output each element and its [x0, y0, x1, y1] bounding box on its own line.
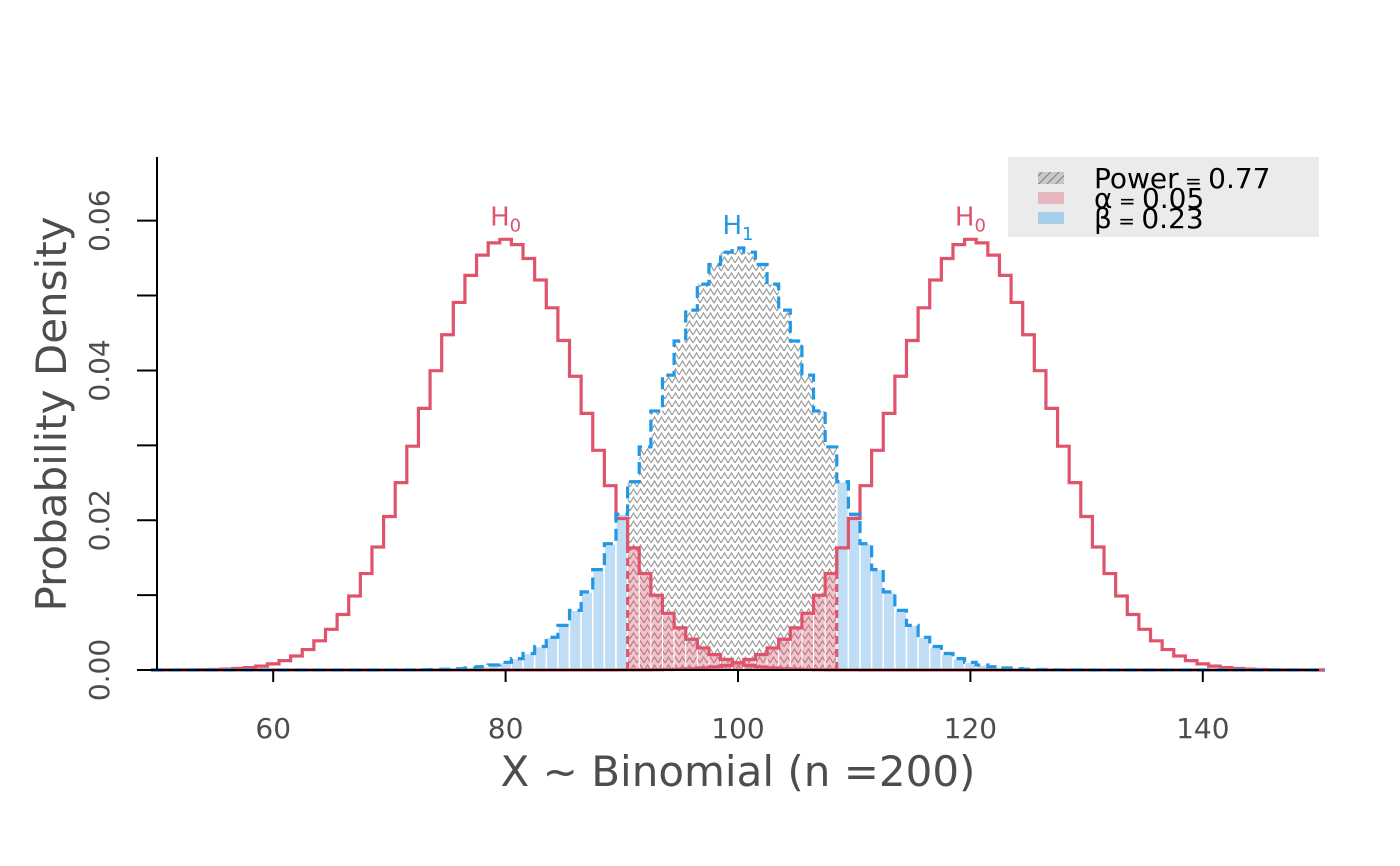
beta-bar [940, 652, 954, 671]
legend: Power = 0.77α = 0.05β = 0.23 [1008, 157, 1319, 237]
beta-bar [533, 645, 548, 671]
y-axis-ticks: 0.00 0.02 0.04 0.06 [83, 189, 157, 701]
power-bar [662, 375, 675, 670]
alpha-bar [801, 612, 815, 671]
beta-bar [952, 657, 966, 671]
alpha-bar [778, 638, 791, 671]
power-bar [720, 252, 733, 670]
y-tick-label: 0.00 [83, 639, 116, 701]
beta-bar [870, 568, 885, 671]
x-tick-label: 100 [711, 712, 764, 745]
beta-bar [568, 609, 582, 671]
power-bar [755, 264, 768, 670]
alpha-bar [627, 547, 640, 671]
beta-bar [603, 542, 617, 671]
beta-bar [847, 513, 861, 671]
power-bar [732, 248, 744, 670]
power-bar [813, 410, 826, 670]
y-tick-label: 0.04 [83, 339, 116, 401]
beta-bar [545, 636, 559, 671]
x-axis-ticks: 60 80 100 120 140 [255, 670, 1230, 745]
power-bar [825, 446, 837, 670]
power-bar [627, 481, 640, 670]
alpha-bar [789, 627, 803, 671]
power-bar [639, 446, 651, 670]
beta-bar [592, 568, 606, 671]
beta-bar [580, 591, 594, 671]
power-bar [697, 284, 709, 670]
power-bar [650, 410, 663, 670]
curve-label: H1 [722, 211, 753, 245]
beta-bar [510, 657, 524, 671]
curve-label: H0 [490, 202, 521, 236]
legend-entry: α = 0.05 [1094, 182, 1204, 215]
beta-bar [859, 542, 873, 671]
alpha-bar [661, 612, 675, 671]
power-bar [674, 340, 686, 670]
curve-label: H0 [955, 202, 986, 236]
beta-bar [928, 645, 943, 671]
beta-bar [894, 609, 908, 671]
power-bar [778, 310, 791, 670]
power-bar [767, 284, 779, 670]
y-tick-label: 0.06 [83, 189, 116, 251]
alpha-bar [813, 594, 826, 671]
beta-bar [522, 652, 536, 671]
beta-bar [882, 591, 896, 671]
x-axis-title: X ~ Binomial (n =200) [501, 747, 976, 796]
axes: 60 80 100 120 140 0.00 0.02 0.04 0.06 [83, 157, 1319, 745]
legend-entry: Power = 0.77 [1094, 162, 1270, 195]
x-tick-label: 140 [1176, 712, 1229, 745]
y-tick-label: 0.02 [83, 489, 116, 551]
legend-entry: β = 0.23 [1094, 202, 1204, 235]
beta-bar [615, 513, 629, 671]
alpha-bar [650, 594, 663, 671]
legend-swatch [1038, 212, 1064, 224]
y-axis-title: Probability Density [27, 216, 76, 611]
legend-background [1008, 157, 1319, 237]
alpha-bar [824, 573, 838, 671]
power-bar [790, 340, 802, 670]
alpha-bar [638, 573, 652, 671]
power-bar [801, 375, 814, 670]
alpha-bar [673, 627, 687, 671]
distribution-fills [417, 248, 1059, 671]
alpha-bar [685, 638, 698, 671]
x-tick-label: 80 [488, 712, 524, 745]
beta-bar [836, 480, 850, 671]
power-bar [743, 252, 756, 670]
beta-bar [917, 636, 931, 671]
legend-swatch [1038, 192, 1064, 204]
beta-bar [557, 624, 571, 671]
x-tick-label: 60 [255, 712, 291, 745]
legend-swatch [1038, 172, 1064, 184]
beta-bar [905, 624, 919, 671]
power-bar [685, 310, 698, 670]
x-tick-label: 120 [944, 712, 997, 745]
power-bar [708, 264, 721, 670]
curve-labels: H0 H1 H0 [490, 202, 986, 245]
